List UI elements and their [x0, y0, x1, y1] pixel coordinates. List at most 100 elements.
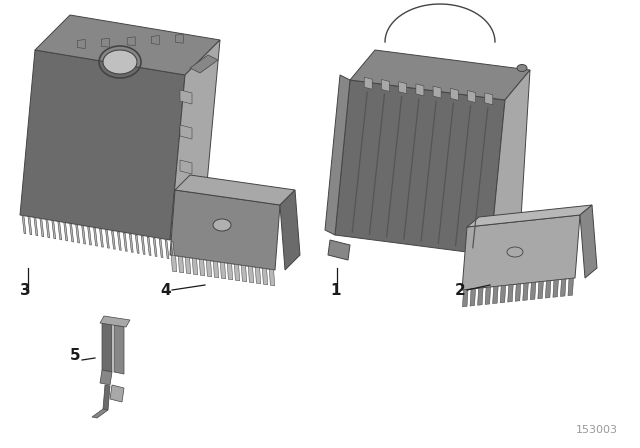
Polygon shape: [467, 205, 592, 227]
Text: 3: 3: [20, 283, 31, 298]
Polygon shape: [159, 239, 163, 258]
Polygon shape: [170, 190, 280, 270]
Polygon shape: [399, 82, 406, 94]
Ellipse shape: [213, 219, 231, 231]
Polygon shape: [151, 35, 159, 44]
Polygon shape: [335, 80, 505, 255]
Polygon shape: [561, 279, 566, 297]
Polygon shape: [248, 266, 253, 283]
Polygon shape: [470, 289, 476, 306]
Polygon shape: [350, 50, 530, 100]
Polygon shape: [92, 409, 108, 418]
Polygon shape: [485, 287, 491, 305]
Text: 1: 1: [330, 283, 340, 298]
Polygon shape: [180, 125, 192, 139]
Polygon shape: [227, 263, 233, 280]
Ellipse shape: [507, 247, 523, 257]
Polygon shape: [433, 86, 441, 98]
Polygon shape: [179, 256, 184, 273]
Polygon shape: [70, 224, 74, 242]
Polygon shape: [385, 4, 495, 42]
Polygon shape: [129, 234, 133, 252]
Polygon shape: [416, 84, 424, 96]
Polygon shape: [515, 284, 521, 301]
Polygon shape: [147, 237, 151, 255]
Polygon shape: [241, 265, 246, 282]
Polygon shape: [190, 55, 218, 73]
Polygon shape: [538, 281, 543, 299]
Polygon shape: [545, 280, 551, 298]
Polygon shape: [124, 233, 127, 251]
Polygon shape: [180, 160, 192, 174]
Polygon shape: [102, 323, 112, 372]
Polygon shape: [46, 220, 50, 238]
Polygon shape: [531, 282, 536, 300]
Polygon shape: [364, 77, 372, 89]
Polygon shape: [463, 289, 468, 307]
Polygon shape: [52, 220, 56, 239]
Polygon shape: [118, 232, 121, 250]
Polygon shape: [234, 264, 239, 281]
Polygon shape: [153, 238, 157, 257]
Polygon shape: [220, 262, 226, 279]
Polygon shape: [165, 240, 169, 258]
Polygon shape: [500, 285, 506, 303]
Polygon shape: [22, 215, 26, 234]
Polygon shape: [186, 257, 191, 274]
Polygon shape: [508, 284, 513, 302]
Polygon shape: [20, 50, 185, 240]
Text: 5: 5: [70, 348, 81, 363]
Polygon shape: [381, 79, 390, 91]
Polygon shape: [206, 260, 212, 277]
Polygon shape: [141, 236, 145, 254]
Polygon shape: [100, 316, 130, 327]
Polygon shape: [175, 175, 295, 205]
Polygon shape: [111, 231, 115, 249]
Polygon shape: [135, 235, 139, 254]
Polygon shape: [35, 15, 220, 75]
Polygon shape: [171, 241, 175, 260]
Polygon shape: [28, 216, 32, 235]
Polygon shape: [451, 88, 458, 100]
Text: 4: 4: [160, 283, 171, 298]
Polygon shape: [114, 325, 124, 374]
Polygon shape: [82, 226, 86, 244]
Polygon shape: [568, 278, 573, 296]
Text: 2: 2: [455, 283, 466, 298]
Ellipse shape: [103, 50, 137, 74]
Polygon shape: [490, 70, 530, 255]
Polygon shape: [76, 225, 79, 243]
Text: 153003: 153003: [576, 425, 618, 435]
Polygon shape: [477, 288, 483, 305]
Polygon shape: [580, 205, 597, 278]
Polygon shape: [77, 39, 85, 48]
Polygon shape: [199, 259, 205, 276]
Polygon shape: [262, 268, 268, 285]
Polygon shape: [523, 283, 528, 301]
Polygon shape: [64, 223, 68, 241]
Polygon shape: [100, 370, 112, 385]
Polygon shape: [468, 90, 476, 103]
Polygon shape: [280, 190, 300, 270]
Polygon shape: [58, 222, 61, 240]
Polygon shape: [101, 38, 109, 47]
Polygon shape: [40, 219, 44, 237]
Polygon shape: [100, 229, 104, 247]
Polygon shape: [127, 37, 135, 46]
Polygon shape: [255, 267, 260, 284]
Polygon shape: [269, 269, 275, 286]
Polygon shape: [175, 34, 183, 43]
Polygon shape: [106, 230, 109, 248]
Polygon shape: [110, 385, 124, 402]
Polygon shape: [34, 217, 38, 236]
Ellipse shape: [517, 65, 527, 72]
Polygon shape: [180, 90, 192, 104]
Polygon shape: [213, 261, 219, 278]
Polygon shape: [553, 280, 559, 297]
Polygon shape: [172, 255, 177, 272]
Polygon shape: [170, 40, 220, 240]
Polygon shape: [88, 227, 92, 245]
Polygon shape: [493, 286, 498, 304]
Polygon shape: [193, 258, 198, 275]
Polygon shape: [325, 75, 350, 235]
